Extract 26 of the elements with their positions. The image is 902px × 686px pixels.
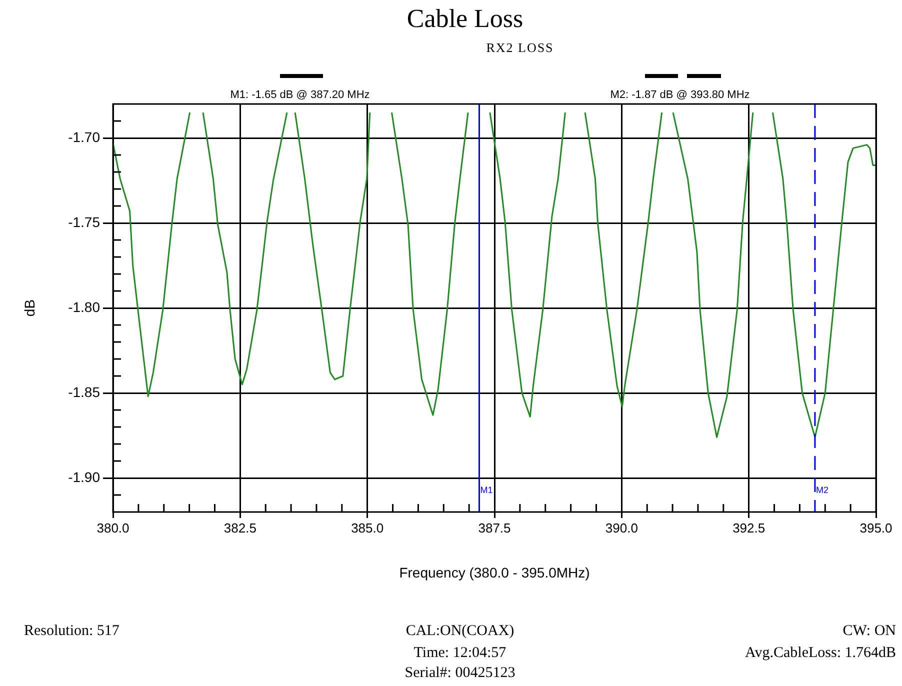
- y-tick-label: -1.80: [68, 298, 100, 315]
- x-tick-label: 380.0: [96, 520, 130, 536]
- text: Serial#: 00425123: [404, 665, 516, 682]
- y-tick-label: -1.70: [68, 128, 100, 145]
- text: M1: -1.65 dB @ 387.20 MHz: [229, 89, 371, 101]
- chart-title: Cable Loss: [406, 4, 524, 34]
- y-tick-label: -1.90: [68, 468, 100, 485]
- x-tick-label: 387.5: [478, 520, 511, 536]
- y-axis-title: dB: [21, 299, 38, 317]
- y-tick-label: -1.85: [68, 384, 100, 400]
- x-tick-label: 382.5: [224, 520, 256, 536]
- y-tick-label: -1.75: [68, 214, 100, 230]
- x-tick-label: 395.0: [860, 520, 892, 536]
- text: Time: 12:04:57: [412, 645, 508, 662]
- x-tick-label: 392.5: [732, 520, 766, 536]
- ref-line-label: M2: [816, 484, 828, 495]
- chart-subtitle: RX2 LOSS: [485, 40, 555, 56]
- ref-line-label: M1: [480, 484, 493, 495]
- x-tick-label: 385.0: [351, 520, 384, 536]
- x-tick-label: 390.0: [605, 520, 638, 536]
- text: CW: ON: [842, 623, 896, 640]
- text: M2: -1.87 dB @ 393.80 MHz: [609, 89, 751, 101]
- text: Avg.CableLoss: 1.764dB: [745, 645, 896, 662]
- x-axis-title: Frequency (380.0 - 395.0MHz): [399, 564, 590, 580]
- text: CAL:ON(COAX): [404, 623, 516, 640]
- text: Resolution: 517: [24, 623, 120, 640]
